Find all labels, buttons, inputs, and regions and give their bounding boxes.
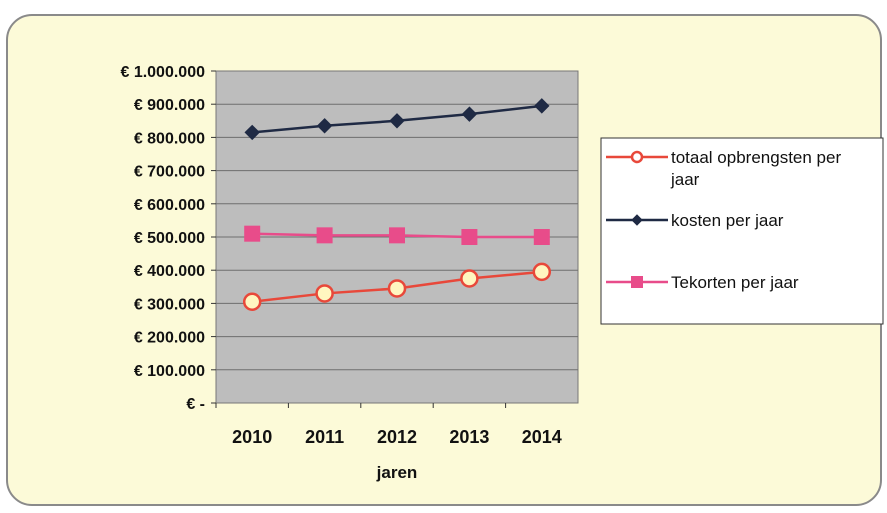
data-point-totaal-opbrengsten-per-jaar [460, 269, 479, 288]
legend-label-totaal-opbrengsten-per-jaar: totaal opbrengsten per jaar [670, 148, 841, 189]
data-point-tekorten-per-jaar [533, 229, 550, 245]
data-point-kosten-per-jaar [534, 98, 550, 114]
series-group [242, 98, 552, 311]
legend-label-kosten-per-jaar: kosten per jaar [671, 211, 784, 230]
y-tick-label: € 800.000 [134, 130, 205, 147]
y-tick-label: € 200.000 [134, 330, 205, 347]
y-tick-label: € - [186, 396, 205, 413]
data-point-tekorten-per-jaar [316, 227, 333, 244]
x-tick-label: 2014 [522, 427, 562, 447]
legend-marker-totaal-opbrengsten-per-jaar [630, 150, 644, 164]
data-point-kosten-per-jaar [244, 124, 260, 141]
data-point-kosten-per-jaar [316, 118, 333, 134]
x-axis-label: jaren [376, 463, 418, 482]
data-point-tekorten-per-jaar [461, 229, 478, 245]
x-tick-label: 2012 [377, 427, 417, 447]
x-axis-ticks: 2010 2011 2012 2013 2014 [215, 403, 562, 447]
y-tick-label: € 900.000 [134, 97, 205, 114]
legend-items: totaal opbrengsten per jaar kosten per jaa… [606, 148, 841, 292]
legend-label-tekorten-per-jaar: Tekorten per jaar [671, 273, 799, 292]
y-tick-label: € 100.000 [134, 363, 205, 380]
data-point-tekorten-per-jaar [389, 227, 405, 244]
y-tick-label: € 500.000 [134, 230, 205, 247]
legend [600, 137, 884, 325]
y-tick-label: € 700.000 [134, 164, 205, 181]
legend-marker-tekorten-per-jaar [631, 276, 643, 288]
data-point-kosten-per-jaar [461, 106, 478, 122]
x-tick-label: 2010 [232, 427, 272, 447]
x-tick-label: 2013 [449, 427, 489, 447]
data-point-kosten-per-jaar [389, 113, 405, 129]
y-tick-label: € 300.000 [134, 296, 205, 313]
x-tick-label: 2011 [305, 427, 344, 447]
y-tick-label: € 600.000 [134, 197, 205, 214]
legend-marker-kosten-per-jaar [631, 214, 643, 226]
y-tick-label: € 400.000 [134, 263, 205, 280]
data-point-totaal-opbrengsten-per-jaar [387, 279, 407, 298]
data-point-totaal-opbrengsten-per-jaar [242, 292, 262, 311]
y-axis-ticks: € 1.000.000 € 900.000 € 800.000 € 700.000 € … [120, 64, 216, 413]
data-point-totaal-opbrengsten-per-jaar [315, 284, 334, 303]
data-point-totaal-opbrengsten-per-jaar [532, 262, 552, 282]
y-tick-label: € 1.000.000 [120, 64, 205, 81]
data-point-tekorten-per-jaar [244, 225, 261, 242]
